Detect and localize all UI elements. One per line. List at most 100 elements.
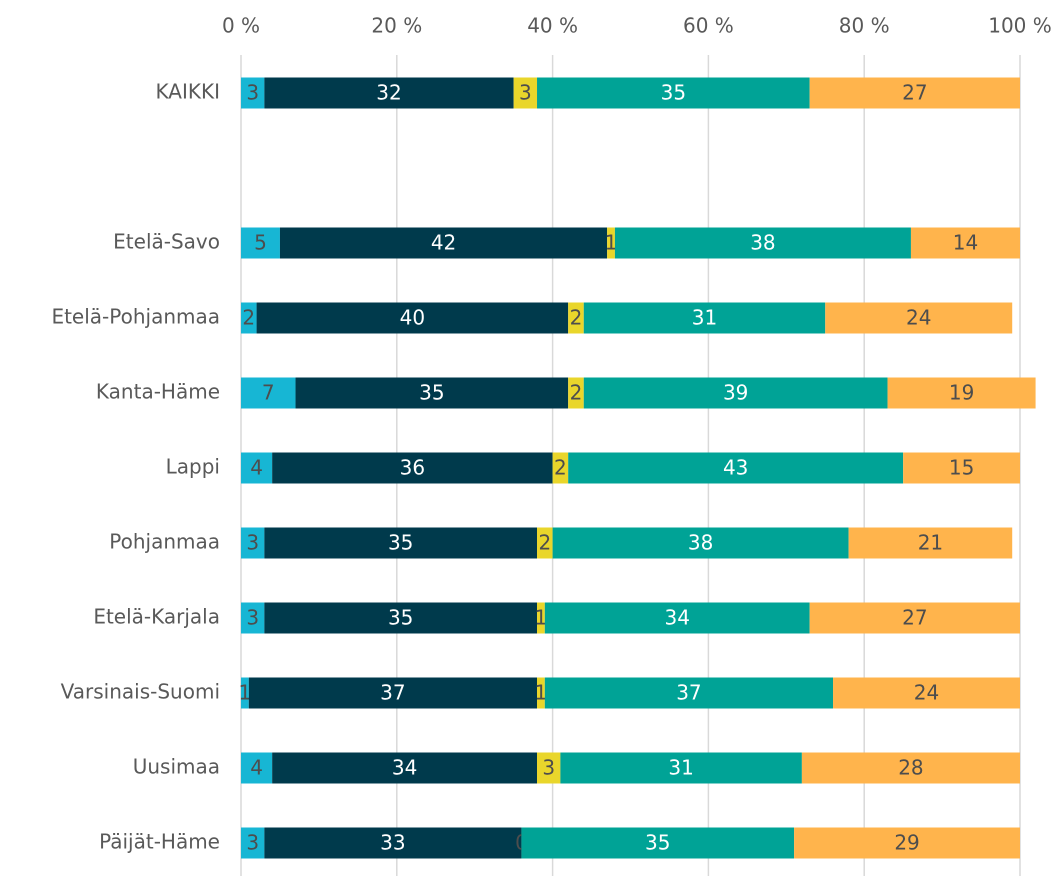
data-label: 3 [246,531,259,555]
data-label: 3 [542,756,555,780]
data-label: 1 [535,606,548,630]
bar-segment [241,602,265,634]
bar-segment [583,377,888,409]
bar-segment [537,602,545,634]
bar-segment [568,302,584,334]
bar-segment [560,752,802,784]
x-tick-label: 40 % [527,14,578,38]
bar-segment [264,527,538,559]
bar-segment [264,602,538,634]
bar-segment [903,452,1020,484]
data-label: 1 [605,231,618,255]
bar-segment [568,377,584,409]
category-label: Etelä-Savo [113,230,220,254]
bar-segment [279,227,608,259]
data-label: 31 [692,306,717,330]
bar-segment [241,827,265,859]
bar-segment [241,752,273,784]
bar-segment [809,77,1020,109]
bar-segment [794,827,1020,859]
bar-segment [544,677,834,709]
bar-segment [848,527,1013,559]
category-label: Varsinais-Suomi [61,680,220,704]
data-label: 5 [254,231,267,255]
data-label: 3 [519,81,532,105]
data-label: 35 [645,831,670,855]
x-tick-label: 20 % [371,14,422,38]
bar-segment [544,602,810,634]
data-label: 38 [750,231,775,255]
data-label: 21 [918,531,943,555]
bar-segment [537,77,810,109]
bar-segment [801,752,1020,784]
data-label: 2 [538,531,551,555]
bar-segment [825,302,1013,334]
bar-segment [521,827,795,859]
bar-segment [264,77,514,109]
bar-segment [264,827,522,859]
data-label: 35 [661,81,686,105]
bar-segment [272,752,538,784]
data-label: 24 [906,306,931,330]
category-label: Etelä-Karjala [93,605,220,629]
data-label: 38 [688,531,713,555]
category-label: Uusimaa [133,755,220,779]
data-label: 2 [570,381,583,405]
data-label: 35 [388,606,413,630]
data-label: 24 [914,681,939,705]
category-label: Kanta-Häme [96,380,220,404]
bar-segment [241,677,249,709]
bar-segment [513,77,538,109]
data-label: 42 [431,231,456,255]
data-label: 1 [535,681,548,705]
bar-segment [241,377,296,409]
category-label: Etelä-Pohjanmaa [51,305,220,329]
data-label: 37 [676,681,701,705]
bar-segment [583,302,826,334]
data-label: 3 [246,831,259,855]
data-label: 14 [953,231,978,255]
data-label: 2 [570,306,583,330]
bar-segment [809,602,1020,634]
x-tick-label: 0 % [222,14,260,38]
data-label: 3 [246,81,259,105]
data-label: 40 [400,306,425,330]
data-label: 33 [380,831,405,855]
data-label: 15 [949,456,974,480]
bar-segment [887,377,1036,409]
data-label: 19 [949,381,974,405]
data-label: 27 [902,81,927,105]
category-label: Pohjanmaa [109,530,220,554]
data-label: 35 [388,531,413,555]
category-label: KAIKKI [156,80,220,104]
bar-segment [568,452,904,484]
bar-segment [552,527,849,559]
data-label: 39 [723,381,748,405]
bar-segment [537,752,561,784]
bar-segment [256,302,569,334]
bar-segment [614,227,911,259]
bar-segment [241,227,280,259]
data-label: 27 [902,606,927,630]
bar-segment [537,527,553,559]
data-label: 32 [376,81,401,105]
data-label: 28 [898,756,923,780]
data-label: 2 [554,456,567,480]
bar-segment [248,677,538,709]
data-label: 35 [419,381,444,405]
data-label: 7 [262,381,275,405]
data-label: 2 [242,306,255,330]
bar-segment [241,77,265,109]
data-label: 37 [380,681,405,705]
data-label: 31 [668,756,693,780]
bar-segment [295,377,569,409]
data-label: 34 [665,606,690,630]
data-label: 3 [246,606,259,630]
bar-segment [552,452,569,484]
data-label: 36 [400,456,425,480]
bar-segment [272,452,553,484]
bar-segment [241,452,273,484]
data-label: 29 [894,831,919,855]
bar-segment [241,302,257,334]
